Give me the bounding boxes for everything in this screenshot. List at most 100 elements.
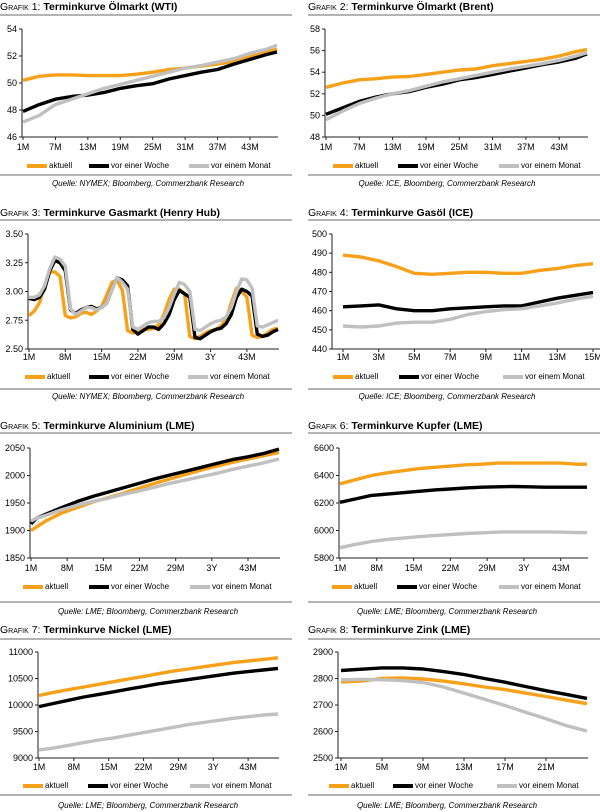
legend-label: aktuell <box>355 372 379 381</box>
x-tick-label: 43M <box>552 563 570 573</box>
legend-label: vor einem Monat <box>521 161 581 170</box>
x-tick-label: 1M <box>25 563 38 573</box>
series-line-vor-einem-monat <box>325 51 588 122</box>
y-tick-label: 58 <box>310 24 320 34</box>
legend-swatch <box>23 784 43 788</box>
legend-swatch <box>393 784 413 788</box>
legend-item-aktuell: aktuell <box>332 582 377 592</box>
y-tick-label: 56 <box>310 46 320 56</box>
chart-title-text: Terminkurve Ölmarkt (Brent) <box>351 1 494 13</box>
y-tick-label: 6200 <box>314 498 334 508</box>
series-line-aktuell <box>30 450 280 532</box>
figure-label: Grafik <box>308 207 337 219</box>
y-tick-label: 52 <box>7 51 17 61</box>
legend-label: vor einem Monat <box>210 372 270 381</box>
title-divider <box>0 638 292 640</box>
y-tick-label: 3.50 <box>5 229 23 239</box>
x-tick-label: 31M <box>176 142 194 152</box>
series-line-vor-einem-monat <box>22 43 278 124</box>
source-divider <box>0 388 292 390</box>
chart-8-title: Grafik 8: Terminkurve Zink (LME) <box>308 624 470 636</box>
legend-swatch <box>190 585 210 589</box>
y-tick-label: 5800 <box>314 553 334 563</box>
legend-swatch <box>89 585 109 589</box>
y-tick-label: 6400 <box>314 471 334 481</box>
x-tick-label: 43M <box>239 563 257 573</box>
y-tick-label: 2.50 <box>5 344 23 354</box>
chart-6-plot: 5800 6000 6200 6400 6600 1M 8M 15M 22M 29M 3Y 43M <box>314 443 588 573</box>
legend-swatch <box>499 585 519 589</box>
chart-2-plot: 48 50 52 54 56 58 1M 7M 13M 19M 25M 31M 37M 43M <box>310 24 588 152</box>
legend-swatch <box>188 375 208 379</box>
title-divider <box>0 14 292 16</box>
y-tick-label: 470 <box>312 287 327 297</box>
x-tick-label: 1M <box>17 142 30 152</box>
chart-4-plot: 440 450 460 470 480 490 500 1M 3M 5M 7M 9M 11M 13M 15M <box>312 229 600 362</box>
series-line-vor-einem-monat <box>342 294 594 329</box>
x-tick-label: 29M <box>165 352 183 362</box>
series-line-vor-einer-woche <box>22 50 278 113</box>
y-tick-label: 9500 <box>13 727 33 737</box>
legend-swatch <box>27 164 47 168</box>
legend-label: vor einer Woche <box>420 161 479 170</box>
chart-title-text: Terminkurve Gasmarkt (Henry Hub) <box>43 207 220 219</box>
y-tick-label: 11000 <box>9 647 33 657</box>
legend-label: aktuell <box>355 161 379 170</box>
legend-item-aktuell: aktuell <box>25 372 70 382</box>
x-tick-label: 29M <box>170 762 188 772</box>
x-tick-label: 13M <box>384 142 402 152</box>
y-tick-label: 2600 <box>313 727 333 737</box>
y-tick-label: 2000 <box>5 471 25 481</box>
y-tick-label: 48 <box>310 132 320 142</box>
y-tick-label: 500 <box>312 229 327 239</box>
x-tick-label: 29M <box>167 563 185 573</box>
y-tick-label: 2900 <box>313 647 333 657</box>
y-tick-label: 2700 <box>313 700 333 710</box>
legend-swatch <box>89 164 109 168</box>
legend-item-vor-einer-woche: vor einer Woche <box>397 582 477 592</box>
legend-label: vor einer Woche <box>111 161 170 170</box>
legend-item-aktuell: aktuell <box>329 781 374 791</box>
x-tick-label: 9M <box>417 762 430 772</box>
title-divider <box>308 219 600 221</box>
x-tick-label: 9M <box>480 352 493 362</box>
legend-label: vor einem Monat <box>525 372 585 381</box>
y-tick-label: 6600 <box>314 443 334 453</box>
y-tick-label: 1850 <box>5 553 25 563</box>
series-line-vor-einem-monat <box>339 530 587 550</box>
y-tick-label: 46 <box>7 132 17 142</box>
figure-label: Grafik <box>0 420 29 432</box>
x-tick-label: 5M <box>376 762 389 772</box>
legend-item-vor-einer-woche: vor einer Woche <box>89 372 169 382</box>
chart-3-title: Grafik 3: Terminkurve Gasmarkt (Henry Hu… <box>0 207 220 219</box>
chart-title-text: Terminkurve Ölmarkt (WTI) <box>43 1 178 13</box>
figure-label: Grafik <box>308 1 337 13</box>
legend-item-aktuell: aktuell <box>23 781 68 791</box>
legend-label: aktuell <box>49 161 73 170</box>
legend-label: vor einem Monat <box>519 781 579 790</box>
chart-8-plot: 2500 2600 2700 2800 2900 1M 5M 9M 13M 17M 21M <box>313 647 588 772</box>
chart-source: Quelle: NYMEX; Bloomberg, Commerzbank Re… <box>51 392 245 401</box>
y-tick-label: 480 <box>312 267 327 277</box>
title-divider <box>0 432 292 434</box>
y-tick-label: 1900 <box>5 526 25 536</box>
legend-item-vor-einem-monat: vor einem Monat <box>499 161 581 171</box>
y-tick-label: 9000 <box>13 753 33 763</box>
legend-label: aktuell <box>45 582 69 591</box>
x-tick-label: 3M <box>372 352 385 362</box>
series-line-vor-einer-woche <box>29 447 280 526</box>
figure-label: Grafik <box>308 624 337 636</box>
source-divider <box>308 174 600 176</box>
figure-label: Grafik <box>308 420 337 432</box>
x-tick-label: 15M <box>100 762 118 772</box>
chart-7-title: Grafik 7: Terminkurve Nickel (LME) <box>0 624 172 636</box>
legend-label: vor einer Woche <box>421 372 480 381</box>
source-divider <box>308 601 600 603</box>
chart-4-title: Grafik 4: Terminkurve Gasöl (ICE) <box>308 207 473 219</box>
x-tick-label: 15M <box>95 563 113 573</box>
legend-swatch <box>397 585 417 589</box>
x-tick-label: 7M <box>444 352 457 362</box>
x-tick-label: 1M <box>337 352 350 362</box>
chart-title-text: Terminkurve Aluminium (LME) <box>43 420 195 432</box>
